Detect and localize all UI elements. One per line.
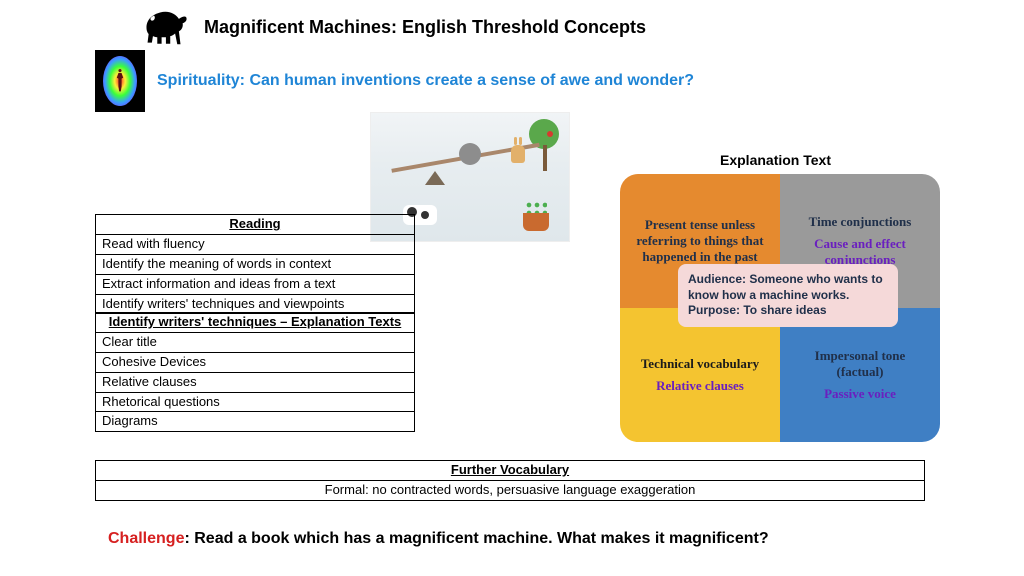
explanation-title: Explanation Text bbox=[720, 152, 831, 168]
techniques-table: Identify writers' techniques – Explanati… bbox=[95, 312, 415, 432]
vocab-header: Further Vocabulary bbox=[96, 461, 925, 481]
subhead-text: Spirituality: Can human inventions creat… bbox=[157, 72, 694, 90]
techniques-row: Relative clauses bbox=[96, 372, 415, 392]
challenge-text: : Read a book which has a magnificent ma… bbox=[184, 530, 768, 547]
techniques-row: Cohesive Devices bbox=[96, 352, 415, 372]
vocab-table: Further Vocabulary Formal: no contracted… bbox=[95, 460, 925, 501]
reading-header: Reading bbox=[96, 215, 415, 235]
elephant-icon bbox=[140, 8, 194, 46]
techniques-row: Rhetorical questions bbox=[96, 392, 415, 412]
reading-table: Reading Read with fluency Identify the m… bbox=[95, 214, 415, 314]
grid-cell-technical-vocab: Technical vocabulary Relative clauses bbox=[620, 308, 780, 442]
vocab-row: Formal: no contracted words, persuasive … bbox=[96, 480, 925, 500]
page-header: Magnificent Machines: English Threshold … bbox=[140, 8, 646, 46]
page-title: Magnificent Machines: English Threshold … bbox=[204, 17, 646, 38]
reading-row: Identify writers' techniques and viewpoi… bbox=[96, 294, 415, 314]
challenge-label: Challenge bbox=[108, 530, 184, 547]
reading-row: Identify the meaning of words in context bbox=[96, 254, 415, 274]
subhead-row: Spirituality: Can human inventions creat… bbox=[95, 50, 694, 112]
techniques-header: Identify writers' techniques – Explanati… bbox=[96, 313, 415, 333]
aura-icon bbox=[95, 50, 145, 112]
reading-row: Extract information and ideas from a tex… bbox=[96, 274, 415, 294]
techniques-row: Clear title bbox=[96, 332, 415, 352]
techniques-row: Diagrams bbox=[96, 412, 415, 432]
grid-cell-impersonal-tone: Impersonal tone (factual) Passive voice bbox=[780, 308, 940, 442]
audience-box: Audience: Someone who wants to know how … bbox=[678, 264, 898, 327]
challenge-line: Challenge: Read a book which has a magni… bbox=[108, 530, 769, 548]
reading-row: Read with fluency bbox=[96, 234, 415, 254]
